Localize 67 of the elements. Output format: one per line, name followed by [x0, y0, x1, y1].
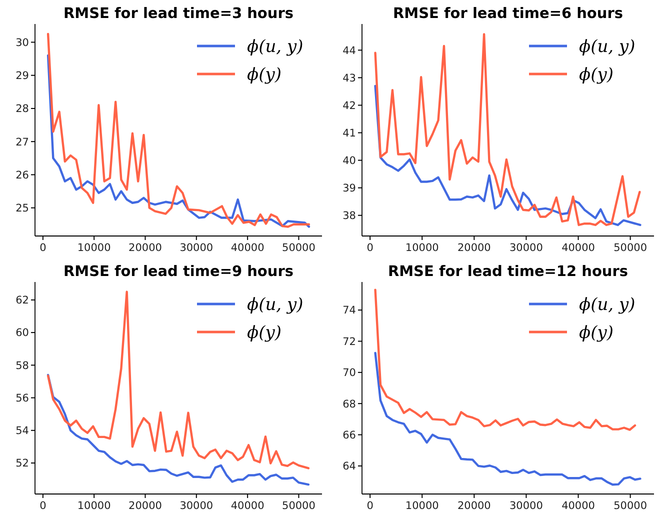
y-tick-label: 41: [342, 127, 356, 140]
y-tick-label: 64: [342, 460, 356, 473]
x-tick-label: 40000: [230, 242, 264, 254]
legend-label: ϕ(u, y): [247, 36, 304, 57]
y-tick-label: 42: [342, 100, 356, 112]
x-tick-label: 0: [366, 242, 374, 254]
x-tick-label: 20000: [457, 242, 491, 254]
x-tick-label: 50000: [282, 242, 316, 254]
x-tick-label: 0: [40, 500, 46, 512]
chart-title: RMSE for lead time=9 hours: [64, 264, 294, 280]
x-tick-label: 40000: [230, 500, 264, 512]
legend-label: ϕ(y): [579, 322, 614, 343]
y-tick-label: 70: [342, 367, 356, 380]
x-tick-label: 50000: [614, 242, 648, 254]
legend-label: ϕ(y): [247, 322, 282, 343]
line-series: [46, 290, 310, 470]
legend-label: ϕ(u, y): [579, 294, 636, 315]
line-series: [374, 33, 641, 226]
y-tick-label: 68: [342, 398, 356, 410]
x-tick-label: 50000: [614, 500, 648, 512]
x-tick-label: 10000: [405, 242, 439, 254]
x-tick-label: 10000: [77, 242, 111, 254]
y-tick-label: 44: [342, 44, 356, 57]
line-series: [374, 352, 642, 486]
x-tick-label: 20000: [128, 242, 162, 254]
legend-label: ϕ(u, y): [247, 294, 304, 315]
y-tick-label: 43: [342, 72, 356, 84]
y-tick-label: 54: [16, 425, 30, 438]
x-tick-label: 30000: [510, 242, 543, 254]
x-tick-label: 10000: [77, 500, 111, 512]
x-tick-label: 20000: [457, 500, 491, 512]
y-tick-label: 39: [342, 182, 356, 194]
y-tick-label: 27: [16, 136, 29, 148]
legend-label: ϕ(y): [247, 64, 282, 85]
x-tick-label: 10000: [405, 500, 439, 512]
x-tick-label: 30000: [180, 242, 214, 254]
x-tick-label: 40000: [562, 500, 595, 512]
chart-title: RMSE for lead time=12 hours: [388, 264, 628, 280]
y-tick-label: 25: [16, 202, 29, 215]
y-tick-label: 74: [342, 304, 356, 317]
chart-title: RMSE for lead time=6 hours: [393, 6, 623, 22]
x-tick-label: 30000: [510, 500, 543, 512]
x-tick-label: 40000: [562, 242, 595, 254]
line-series: [46, 374, 310, 486]
x-tick-label: 20000: [128, 500, 162, 512]
x-tick-label: 50000: [282, 500, 316, 512]
x-tick-label: 0: [366, 500, 374, 512]
y-tick-label: 66: [342, 429, 356, 442]
y-tick-label: 30: [16, 36, 29, 49]
line-series: [374, 84, 642, 226]
y-tick-label: 38: [342, 210, 356, 222]
y-tick-label: 72: [342, 336, 356, 348]
y-tick-label: 26: [16, 169, 30, 182]
y-tick-label: 29: [16, 70, 29, 82]
chart-title: RMSE for lead time=3 hours: [64, 6, 294, 22]
legend-label: ϕ(y): [579, 64, 614, 85]
line-series: [374, 288, 636, 431]
y-tick-label: 62: [16, 294, 29, 307]
y-tick-label: 28: [16, 103, 29, 116]
y-tick-label: 52: [16, 458, 29, 470]
y-tick-label: 56: [16, 392, 30, 404]
y-tick-label: 60: [16, 327, 29, 340]
x-tick-label: 30000: [180, 500, 214, 512]
y-tick-label: 58: [16, 360, 29, 372]
y-tick-label: 40: [342, 154, 356, 167]
x-tick-label: 0: [40, 242, 46, 254]
legend-label: ϕ(u, y): [579, 36, 636, 57]
